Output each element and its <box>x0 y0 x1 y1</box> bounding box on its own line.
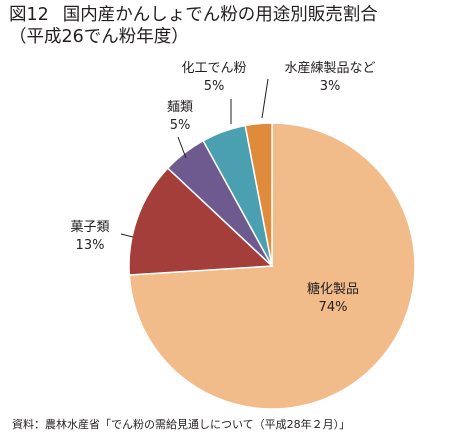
slice-value-noodles: 5% <box>170 118 191 133</box>
slice-label-confectionery: 菓子類 <box>70 220 109 235</box>
leader-line-fish-paste <box>261 78 269 119</box>
leader-lines <box>120 78 269 238</box>
slice-label-sugar-products: 糖化製品 <box>307 281 359 297</box>
pie-slices <box>128 122 416 410</box>
slice-value-fish-paste: 3% <box>320 79 341 94</box>
pie-slice-fish-paste <box>244 122 273 267</box>
leader-line-confectionery <box>120 233 134 238</box>
slice-value-sugar-products: 74% <box>319 300 348 315</box>
slice-labels: 糖化製品 74% 菓子類 13% 麺類 5% 化工でん粉 5% 水産練製品など 3% <box>70 60 375 315</box>
slice-label-chemical-starch: 化工でん粉 <box>181 61 246 76</box>
figure-number: 図12 <box>9 5 49 25</box>
chart-title: 図12 国内産かんしょでん粉の用途別販売割合 <box>9 4 469 26</box>
chart-subtitle: （平成26でん粉年度） <box>9 27 189 47</box>
source-note: 資料：農林水産省「でん粉の需給見通しについて（平成28年２月）」 <box>12 418 351 431</box>
slice-value-chemical-starch: 5% <box>204 79 225 94</box>
chart-title-block: 図12 国内産かんしょでん粉の用途別販売割合 （平成26でん粉年度） <box>9 4 469 48</box>
leader-line-noodles <box>177 136 187 159</box>
slice-label-fish-paste: 水産練製品など <box>284 60 375 76</box>
chart-title-text: 国内産かんしょでん粉の用途別販売割合 <box>62 5 378 25</box>
slice-label-noodles: 麺類 <box>167 100 193 115</box>
pie-slice-confectionery <box>128 167 274 276</box>
slice-value-confectionery: 13% <box>76 238 105 253</box>
